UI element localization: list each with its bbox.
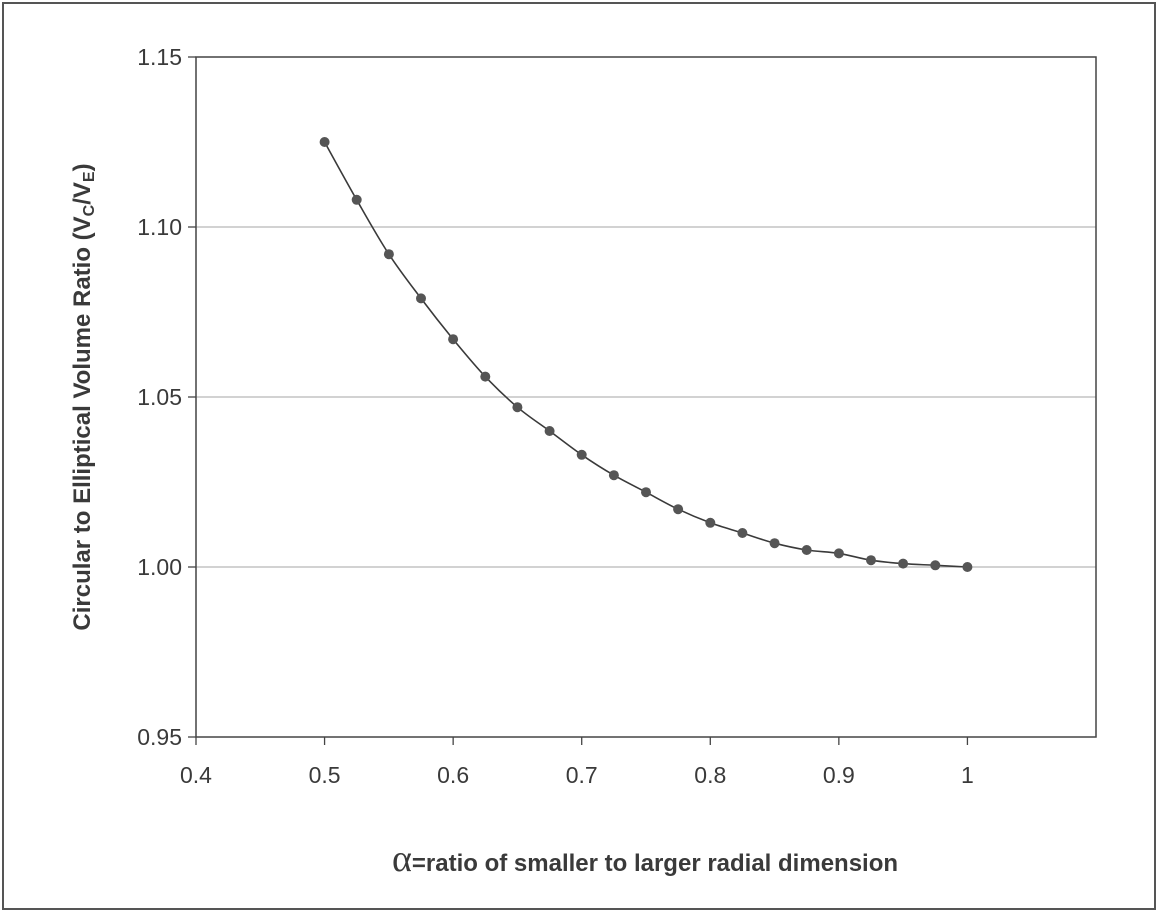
x-axis-alpha-symbol: α (392, 838, 412, 880)
data-point (319, 137, 330, 147)
data-point (737, 528, 748, 538)
data-point (544, 426, 555, 436)
axis-ticks: 0.95 1.00 1.05 1.10 1.15 0.4 0.5 0.6 0.7 0.8 0.9 1 (137, 44, 974, 788)
data-point (480, 371, 491, 382)
x-tick-label: 0.4 (180, 762, 212, 788)
data-point (512, 402, 523, 413)
x-tick-label: 0.6 (437, 762, 469, 788)
data-point (801, 545, 812, 555)
data-point (769, 538, 780, 549)
series-markers (319, 137, 973, 572)
grid-lines (196, 226, 1096, 568)
x-tick-label: 0.8 (694, 762, 726, 788)
data-point (898, 558, 909, 569)
y-axis-title-mid: /V (69, 182, 96, 205)
data-point (448, 334, 459, 345)
y-axis-title: Circular to Elliptical Volume Ratio (VC/… (69, 163, 98, 630)
y-axis-title-main: Circular to Elliptical Volume Ratio (V (69, 216, 96, 630)
data-point (930, 560, 941, 571)
data-point (866, 555, 876, 566)
data-point (833, 548, 844, 559)
y-tick-label: 0.95 (137, 724, 182, 750)
data-point (383, 249, 394, 260)
x-tick-label: 0.9 (823, 762, 855, 788)
y-tick-label: 1.15 (137, 44, 182, 70)
data-point (962, 562, 973, 572)
x-tick-label: 0.7 (566, 762, 598, 788)
x-tick-label: 0.5 (309, 762, 341, 788)
x-tick-label: 1 (961, 762, 974, 788)
x-axis-title: α=ratio of smaller to larger radial dime… (392, 838, 898, 880)
data-point (608, 470, 619, 481)
data-point (641, 487, 651, 498)
y-axis-title-sub-e: E (81, 171, 98, 182)
y-axis-title-sub-c: C (81, 204, 98, 216)
data-point (705, 517, 716, 528)
data-point (576, 449, 587, 460)
data-point (351, 194, 362, 205)
data-point (416, 293, 426, 304)
y-tick-label: 1.05 (137, 384, 182, 410)
x-axis-title-text: =ratio of smaller to larger radial dimen… (412, 850, 898, 877)
data-point (673, 504, 684, 515)
y-axis-title-end: ) (69, 163, 96, 171)
y-tick-label: 1.00 (137, 554, 182, 580)
y-tick-label: 1.10 (137, 214, 182, 240)
